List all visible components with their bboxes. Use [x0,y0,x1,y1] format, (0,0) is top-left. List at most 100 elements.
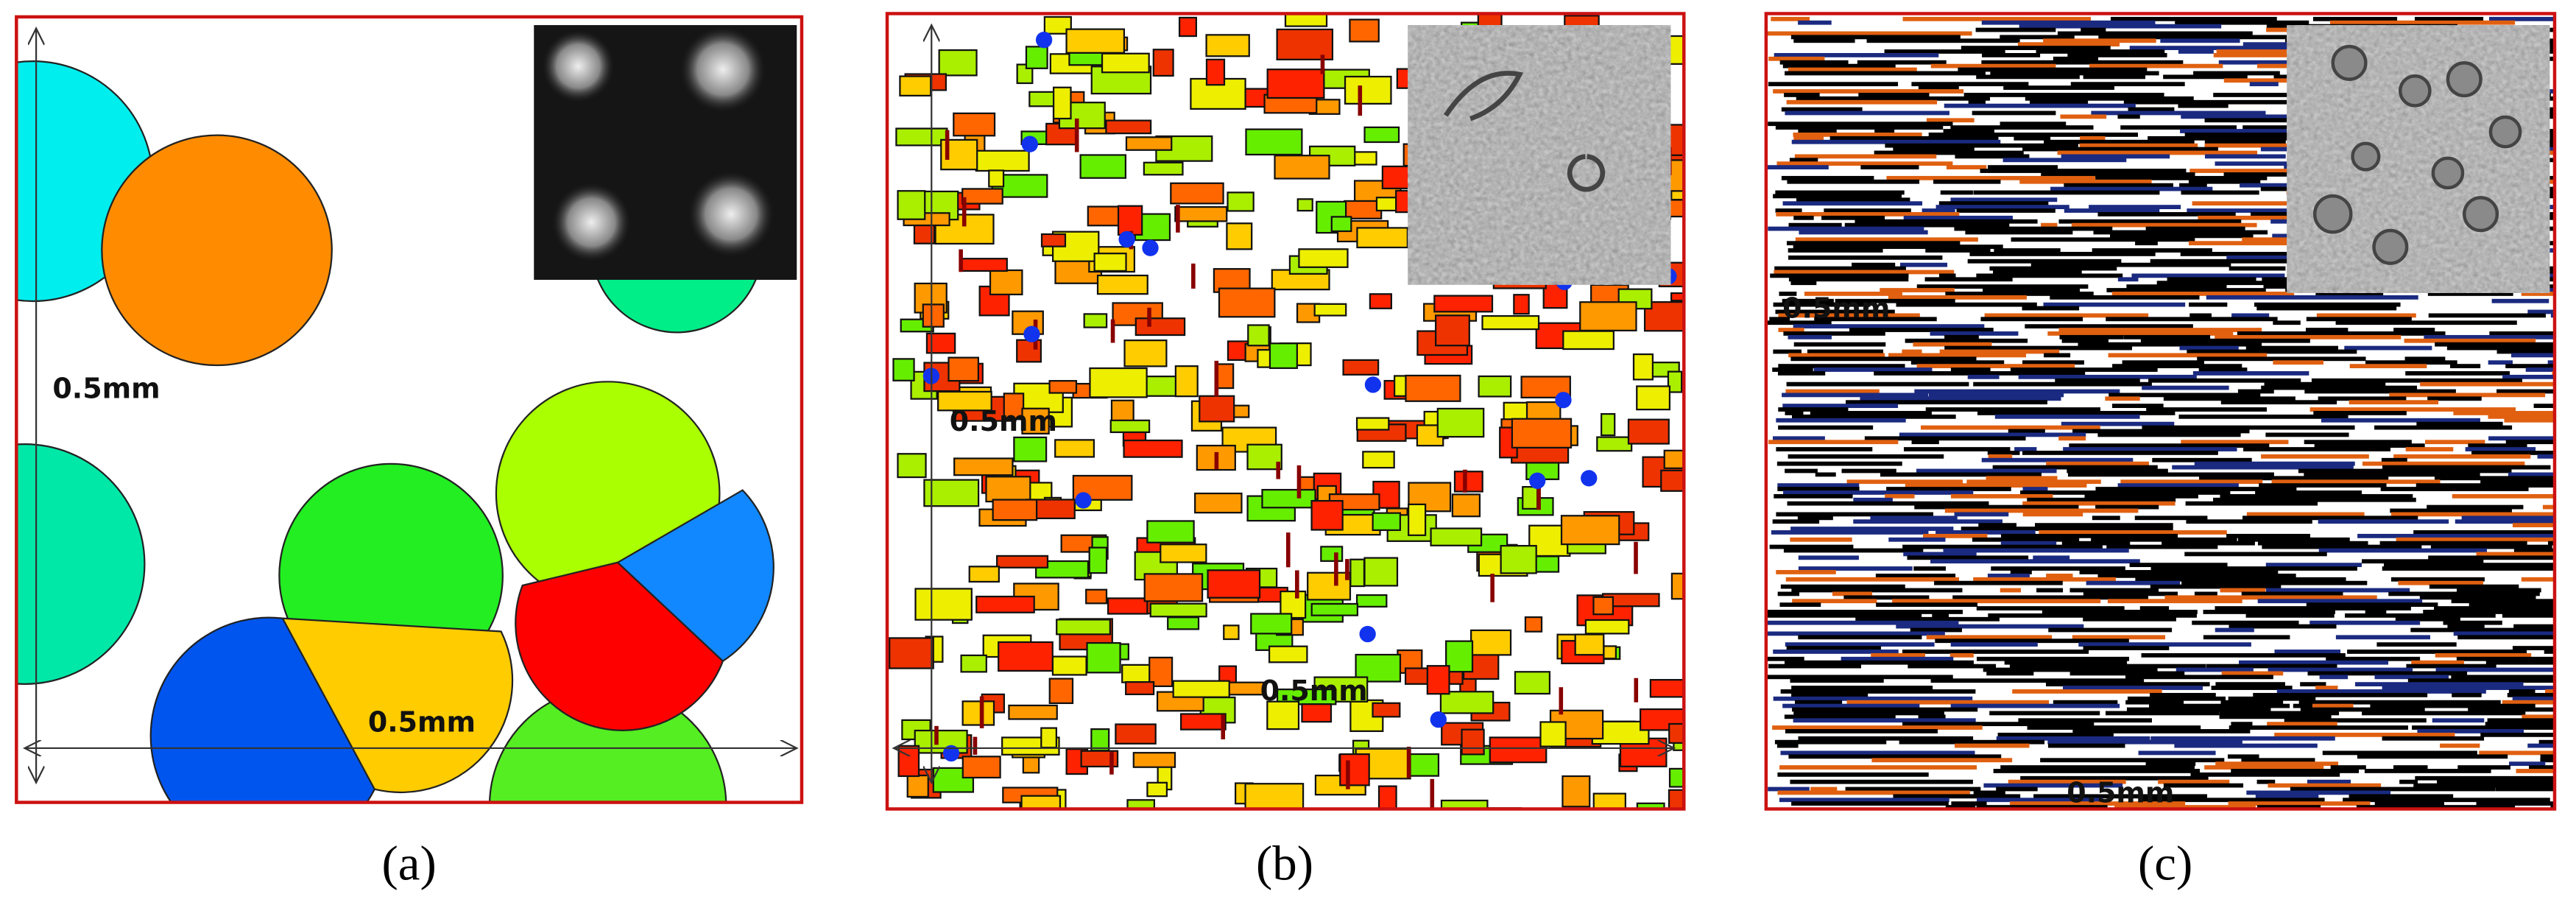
streak [1785,389,1880,394]
crystal [1146,781,1168,798]
streak [1804,292,1902,296]
crystal [1174,205,1228,222]
streak [1938,273,1956,278]
streak [1791,414,1956,419]
streak [2106,544,2218,549]
needle [1214,451,1219,470]
streak [2150,736,2335,741]
crystal [1087,205,1121,227]
crystal [1369,293,1393,309]
crystal [1051,655,1087,676]
nucleus [1359,625,1376,643]
streak [2120,479,2263,485]
streak [1973,190,2160,195]
streak [1774,266,1906,271]
crystal [1344,75,1392,105]
streak [1874,150,2024,155]
streak [1785,71,1986,76]
streak [2239,660,2389,665]
streak [2030,262,2231,267]
streak [2502,613,2555,618]
streak [1792,599,1877,604]
streak [1771,530,1929,535]
streak [2123,99,2291,105]
streak [2128,107,2175,112]
streak [1983,783,2123,788]
crystal [1500,545,1537,574]
streak [1926,635,2053,640]
streak [1791,139,2001,144]
crystal [1125,680,1155,696]
streak [2001,533,2178,538]
streak [2203,635,2290,640]
streak [2174,743,2318,748]
streak [2220,588,2266,593]
streak [1791,686,1933,690]
streak [2126,707,2271,712]
streak [2228,801,2371,806]
streak [2213,53,2318,57]
streak [2117,114,2140,119]
crystal [1301,703,1333,723]
streak [1903,552,1977,557]
streak [2091,110,2266,116]
streak [1946,165,1987,170]
crystal [1513,294,1530,315]
crystal [1013,436,1048,462]
crystal [1086,641,1121,674]
streak [1982,53,2041,57]
streak [1798,566,1913,571]
streak [2055,378,2140,383]
streak [1874,371,2086,376]
streak [2178,414,2349,419]
streak [1779,292,1797,296]
streak [1793,244,2003,250]
needle [959,249,963,272]
streak [1841,656,1954,661]
streak [2172,465,2354,470]
streak [1769,544,1854,549]
crystal [1199,395,1235,423]
streak [2274,732,2455,737]
streak [1774,270,1955,275]
streak [1900,262,1948,267]
streak [2061,541,2131,546]
streak [2012,689,2162,694]
streak [2131,273,2285,278]
streak [1963,93,2164,97]
crystal [1101,52,1150,74]
streak [2080,136,2106,141]
streak [1903,215,2013,220]
crystal [1478,375,1512,398]
streak [1988,613,2197,618]
streak [1993,769,2201,773]
streak [2544,650,2555,654]
streak [2513,548,2555,553]
streak [1950,367,1991,372]
streak [1814,317,1937,322]
streak [2197,356,2366,362]
streak [1772,367,1813,372]
streak [2070,82,2185,87]
crystal [1560,515,1620,546]
streak [2150,584,2282,589]
streak [2063,447,2237,451]
streak [1779,765,1977,770]
crystal [1592,792,1626,809]
streak [2053,56,2098,61]
streak [1967,258,2122,264]
crystal [1668,722,1684,745]
crystal [996,555,1049,569]
streak [1893,794,2021,799]
streak [1990,71,2159,76]
streak [1813,367,1933,372]
streak [1775,125,1944,130]
streak [2491,298,2549,303]
crystal [1170,182,1224,205]
streak [2110,16,2277,21]
streak [1902,650,2089,654]
streak [2192,371,2309,376]
streak [2452,493,2555,499]
streak [2256,805,2321,809]
crystal [998,641,1054,672]
